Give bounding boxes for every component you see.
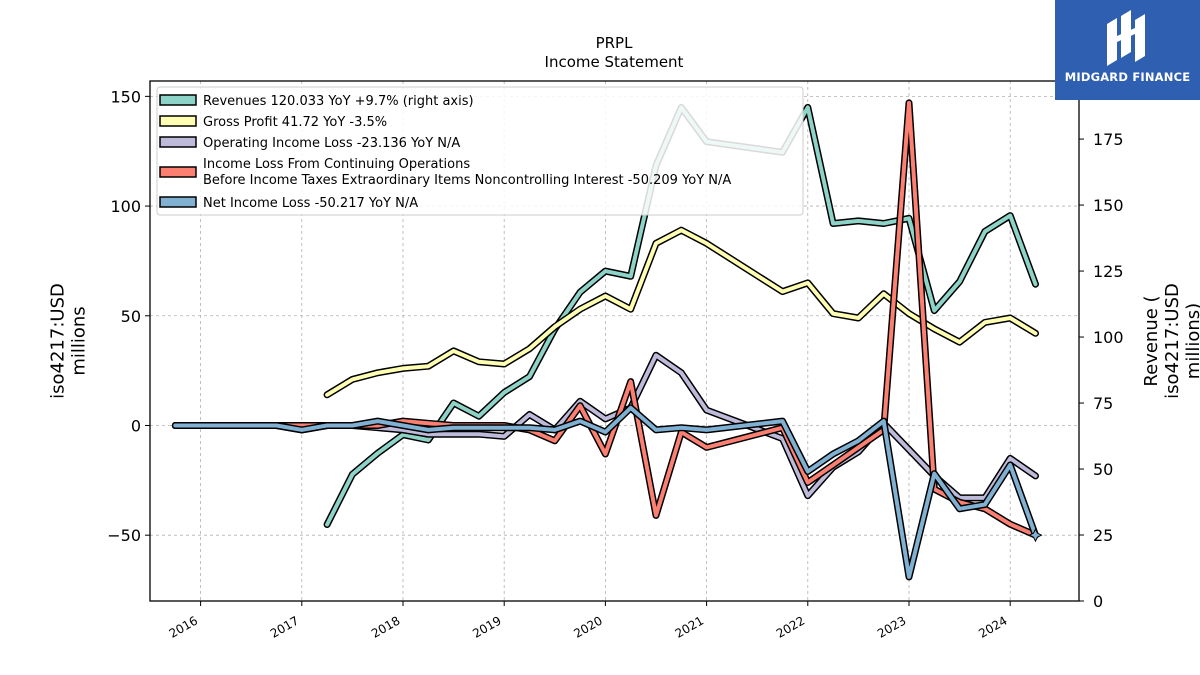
legend-label-revenues: Revenues 120.033 YoY +9.7% (right axis): [203, 94, 474, 109]
y-tick-label-right: 50: [1093, 460, 1113, 479]
legend-swatch-gross_profit: [159, 115, 197, 127]
y-tick-label-left: 0: [131, 416, 141, 435]
y-tick-label-right: 25: [1093, 526, 1113, 545]
ylabel-left-line: millions: [69, 306, 90, 375]
x-tick-label: 2018: [369, 613, 402, 640]
legend: Revenues 120.033 YoY +9.7% (right axis) G…: [156, 86, 804, 216]
y-tick-label-left: 50: [121, 307, 141, 326]
y-tick-label-left: 100: [110, 197, 141, 216]
logo-mark-icon: [1107, 10, 1145, 66]
y-axis-label-right: Revenue (iso4217:USDmillions): [1141, 283, 1200, 399]
x-tick-label: 2024: [976, 613, 1009, 640]
ylabel-right-line: millions): [1183, 303, 1200, 379]
legend-swatch-net_income: [159, 196, 197, 208]
y-tick-label-right: 150: [1093, 196, 1124, 215]
chart-subtitle: Income Statement: [545, 53, 684, 71]
legend-label-operating_income: Operating Income Loss -23.136 YoY N/A: [203, 136, 460, 151]
x-tick-label: 2020: [571, 613, 604, 640]
legend-label-gross_profit: Gross Profit 41.72 YoY -3.5%: [203, 115, 387, 130]
legend-label-pretax_income: Income Loss From Continuing Operations: [203, 157, 470, 172]
y-tick-label-right: 125: [1093, 262, 1124, 281]
x-tick-label: 2017: [268, 613, 301, 640]
x-tick-label: 2022: [774, 613, 807, 640]
logo-text: MIDGARD FINANCE: [1064, 70, 1191, 84]
ylabel-right-line: iso4217:USD: [1162, 283, 1183, 399]
net-income-end-marker: [1028, 528, 1043, 543]
series-line-net_income: [173, 405, 1038, 579]
y-tick-label-right: 75: [1093, 394, 1113, 413]
y-tick-label-left: −50: [107, 526, 141, 545]
y-tick-label-right: 0: [1093, 592, 1103, 611]
ylabel-right-line: Revenue (: [1141, 295, 1162, 386]
legend-swatch-operating_income: [159, 136, 197, 148]
legend-label-net_income: Net Income Loss -50.217 YoY N/A: [203, 196, 418, 211]
x-tick-label: 2021: [673, 613, 706, 640]
y-axis-label-left: iso4217:USDmillions: [48, 283, 90, 399]
midgard-finance-logo: MIDGARD FINANCE: [1055, 0, 1200, 100]
y-tick-label-left: 150: [110, 87, 141, 106]
legend-swatch-revenues: [159, 94, 197, 106]
x-tick-label: 2016: [167, 613, 200, 640]
y-tick-label-right: 175: [1093, 130, 1124, 149]
chart-title: PRPL: [596, 34, 634, 52]
ylabel-left-text: iso4217:USDmillions: [48, 283, 90, 399]
plot-frame: [149, 80, 1080, 602]
x-tick-label: 2019: [470, 613, 503, 640]
ylabel-left-line: iso4217:USD: [48, 283, 69, 399]
legend-swatch-pretax_income: [159, 166, 197, 178]
legend-label-pretax_income: Before Income Taxes Extraordinary Items …: [203, 173, 731, 188]
legend-box: [156, 86, 804, 216]
y-tick-label-right: 100: [1093, 328, 1124, 347]
x-tick-label: 2023: [875, 613, 908, 640]
ylabel-right-text: Revenue (iso4217:USDmillions): [1141, 283, 1200, 399]
